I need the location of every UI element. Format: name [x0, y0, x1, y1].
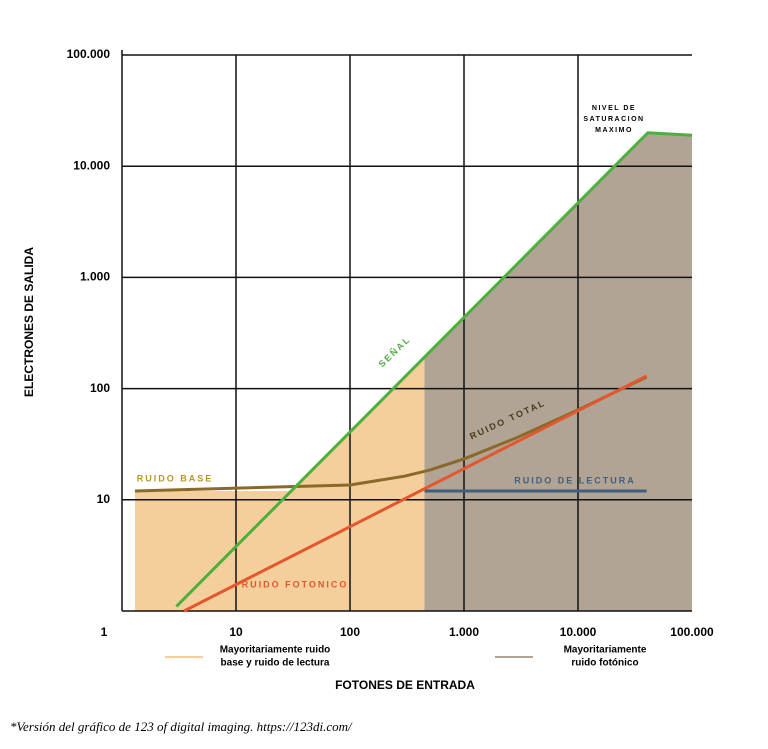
- x-tick-label: 100.000: [670, 625, 714, 639]
- x-tick-label: 1: [101, 625, 108, 639]
- series-line: [175, 131, 693, 608]
- saturation-label: SATURACION: [583, 116, 644, 123]
- x-tick-label: 100: [340, 625, 360, 639]
- x-axis-title: FOTONES DE ENTRADA: [335, 678, 475, 692]
- x-tick-label: 10: [229, 625, 243, 639]
- y-axis-title: ELECTRONES DE SALIDA: [22, 247, 36, 397]
- annotation: RUIDO BASE: [137, 473, 214, 483]
- x-tick-label: 10.000: [560, 625, 597, 639]
- series-label: SEÑAL: [377, 334, 413, 369]
- series-label: RUIDO FOTONICO: [242, 579, 349, 589]
- saturation-label: NIVEL DE: [592, 105, 636, 112]
- y-tick-label: 10: [97, 492, 111, 506]
- series-line: [183, 374, 648, 613]
- y-tick-label: 10.000: [73, 158, 110, 172]
- saturation-label: MAXIMO: [595, 127, 633, 134]
- y-tick-label: 1.000: [80, 270, 110, 284]
- legend-label: Mayoritariamente ruido: [220, 645, 331, 656]
- series-label: RUIDO DE LECTURA: [514, 475, 636, 485]
- footnote: *Versión del gráfico de 123 of digital i…: [10, 719, 353, 734]
- x-tick-label: 1.000: [449, 625, 479, 639]
- y-tick-label: 100.000: [67, 47, 111, 61]
- region: [134, 357, 425, 611]
- legend-label: ruido fotónico: [571, 658, 638, 669]
- legend-label: base y ruido de lectura: [221, 658, 330, 669]
- y-tick-label: 100: [90, 381, 110, 395]
- legend-label: Mayoritariamente: [564, 645, 647, 656]
